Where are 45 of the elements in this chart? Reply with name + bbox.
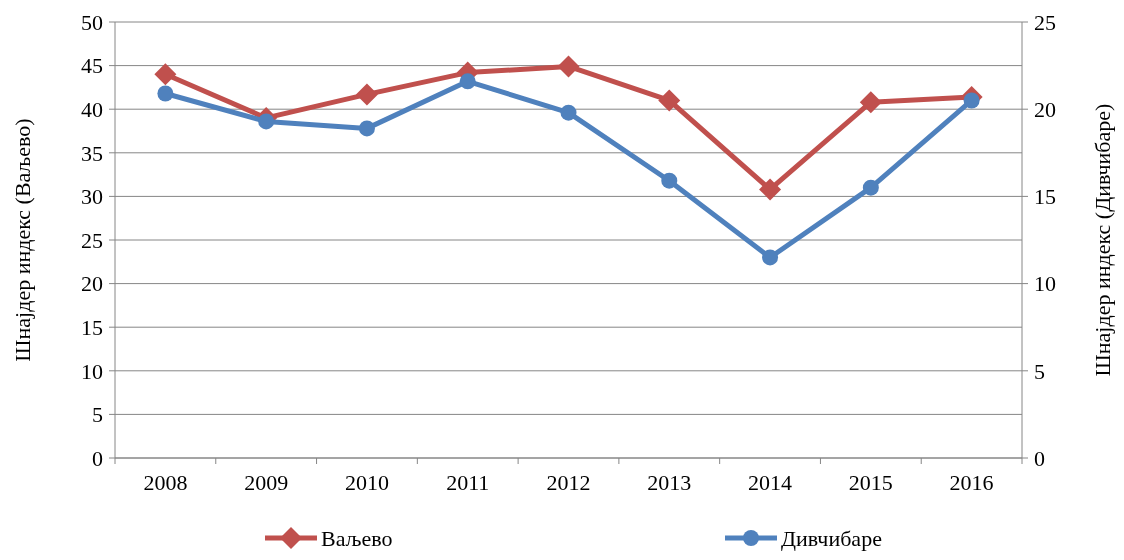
y-tick-label: 5 — [92, 402, 103, 428]
y-tick-label: 30 — [81, 184, 103, 210]
y-tick-label: 0 — [92, 445, 103, 471]
x-tick-label: 2009 — [244, 470, 289, 495]
point — [355, 83, 378, 106]
point — [862, 179, 879, 196]
legend-label: Ваљево — [321, 525, 393, 551]
y2-tick-label: 20 — [1034, 96, 1056, 122]
point — [759, 178, 782, 201]
x-tick-label: 2011 — [446, 470, 490, 495]
point — [762, 249, 779, 266]
y2-tick-label: 10 — [1034, 271, 1056, 297]
point — [557, 55, 580, 78]
y-tick-label: 45 — [81, 53, 103, 79]
point — [560, 104, 577, 121]
y-tick-label: 25 — [81, 227, 103, 253]
y2-tick-label: 5 — [1034, 358, 1045, 384]
y-tick-label: 20 — [81, 271, 103, 297]
y2-tick-label: 25 — [1034, 9, 1056, 35]
point — [154, 63, 177, 86]
legend-label: Дивчибаре — [781, 525, 882, 551]
point — [963, 92, 980, 109]
x-tick-label: 2013 — [647, 470, 692, 495]
y2-tick-label: 0 — [1034, 445, 1045, 471]
y-tick-label: 40 — [81, 96, 103, 122]
point — [459, 73, 476, 90]
y-tick-label: 35 — [81, 140, 103, 166]
point — [658, 89, 681, 112]
x-tick-label: 2010 — [344, 470, 389, 495]
x-tick-label: 2008 — [143, 470, 188, 495]
y-tick-label: 10 — [81, 358, 103, 384]
y2-axis-title: Шнајдер индекс (Дивчибаре) — [1090, 103, 1115, 377]
y-tick-label: 50 — [81, 9, 103, 35]
point — [859, 91, 882, 114]
point — [258, 113, 275, 130]
x-tick-label: 2016 — [949, 470, 994, 495]
point — [157, 85, 174, 102]
point — [358, 120, 375, 137]
x-tick-label: 2012 — [546, 470, 591, 495]
y2-tick-label: 15 — [1034, 184, 1056, 210]
y-tick-label: 15 — [81, 314, 103, 340]
point — [661, 172, 678, 189]
y-axis-title: Шнајдер индекс (Ваљево) — [10, 118, 35, 362]
x-tick-label: 2015 — [848, 470, 893, 495]
x-tick-label: 2014 — [748, 470, 793, 495]
